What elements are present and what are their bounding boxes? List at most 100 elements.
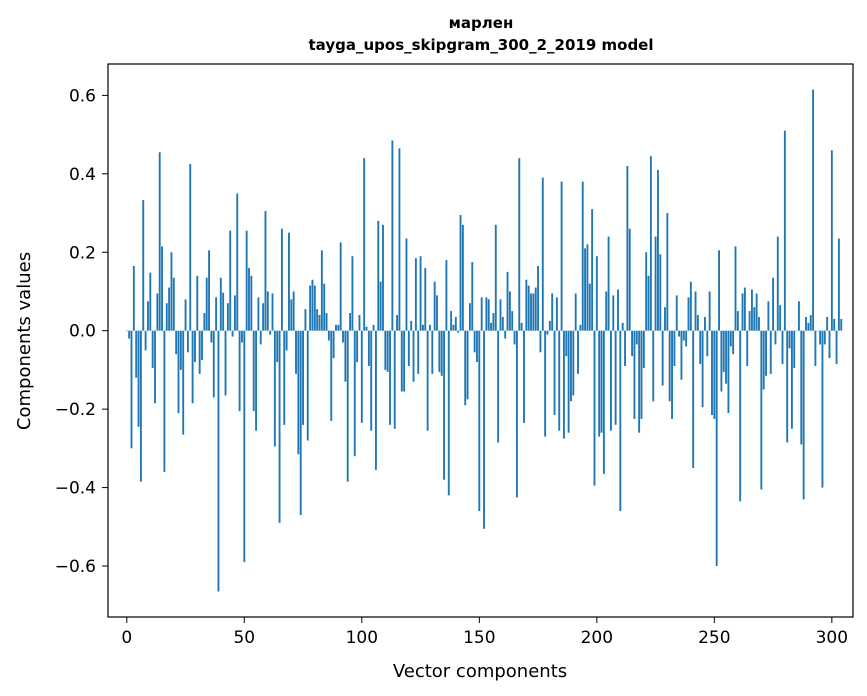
bar-120	[407, 330, 410, 366]
bar-47	[236, 193, 239, 331]
bar-278	[779, 305, 782, 331]
bar-15	[161, 246, 163, 331]
bar-171	[527, 285, 530, 331]
bar-248	[708, 291, 711, 331]
bar-83	[320, 250, 323, 331]
bar-241	[692, 330, 695, 468]
bar-195	[584, 248, 587, 331]
bar-242	[694, 291, 697, 331]
bar-52	[248, 267, 250, 331]
bar-136	[445, 260, 448, 331]
bar-133	[438, 330, 441, 372]
y-tick-label: 0.2	[69, 243, 96, 263]
bar-161	[504, 330, 507, 339]
y-tick-label: −0.4	[55, 479, 96, 499]
bar-164	[511, 311, 514, 331]
bar-155	[490, 322, 493, 331]
bar-106	[374, 330, 377, 470]
bar-116	[398, 148, 401, 331]
bar-157	[494, 224, 497, 331]
bar-257	[729, 330, 732, 347]
bar-88	[332, 330, 335, 359]
bar-264	[746, 330, 749, 366]
bar-12	[154, 330, 156, 404]
bar-9	[147, 301, 149, 331]
x-tick-label: 50	[233, 628, 255, 648]
bar-246	[704, 316, 706, 331]
bar-159	[499, 299, 502, 331]
bar-193	[579, 324, 582, 331]
bar-272	[765, 330, 767, 376]
bar-250	[713, 330, 716, 419]
bar-231	[668, 330, 671, 402]
bar-223	[649, 156, 652, 331]
bar-18	[168, 287, 171, 331]
bar-240	[689, 281, 692, 331]
bar-69	[288, 232, 290, 331]
bar-290	[807, 322, 810, 331]
bar-274	[769, 330, 772, 374]
bar-29	[194, 330, 196, 363]
bar-244	[699, 330, 702, 365]
bar-56	[257, 297, 260, 331]
bar-303	[837, 238, 840, 331]
bar-70	[290, 299, 293, 331]
bar-228	[661, 330, 664, 386]
bar-213	[626, 165, 629, 331]
bar-129	[429, 324, 431, 331]
chart-title: марлен	[449, 14, 514, 32]
bar-249	[711, 330, 713, 416]
bar-41	[222, 292, 225, 331]
bar-30	[196, 275, 199, 331]
bar-302	[835, 330, 838, 365]
bar-194	[581, 181, 584, 331]
bar-124	[417, 330, 420, 374]
bar-251	[715, 330, 718, 567]
bar-62	[271, 293, 274, 331]
bar-184	[558, 330, 561, 431]
bar-113	[391, 140, 394, 331]
bar-235	[678, 330, 681, 337]
bar-45	[231, 330, 234, 337]
bar-75	[302, 330, 304, 425]
bar-123	[414, 258, 417, 331]
bar-80	[313, 285, 316, 331]
bar-267	[753, 307, 756, 331]
bar-37	[212, 330, 215, 398]
bar-276	[774, 330, 777, 345]
bar-301	[833, 318, 836, 331]
bar-252	[718, 250, 720, 331]
bar-96	[351, 256, 354, 331]
bar-20	[172, 277, 175, 331]
bar-54	[252, 330, 255, 412]
bar-119	[405, 238, 408, 331]
bar-43	[226, 303, 229, 331]
bar-58	[262, 303, 265, 331]
bar-118	[403, 330, 406, 392]
x-axis-ticks: 0 50 100 150 200 250 300	[121, 617, 848, 648]
bar-176	[539, 330, 542, 353]
bar-33	[203, 313, 206, 331]
bar-110	[384, 330, 387, 370]
bar-92	[342, 330, 344, 343]
bar-13	[156, 293, 159, 331]
bar-284	[793, 330, 796, 368]
bar-158	[497, 330, 500, 443]
bar-82	[318, 315, 321, 331]
bar-35	[208, 250, 210, 331]
bar-65	[278, 330, 281, 523]
bar-16	[163, 330, 166, 472]
bar-270	[760, 330, 763, 490]
bar-297	[823, 330, 826, 345]
bar-205	[607, 236, 610, 331]
bar-201	[598, 330, 601, 437]
bar-125	[419, 256, 422, 331]
bar-259	[734, 246, 737, 331]
bar-17	[165, 303, 168, 331]
chart-subtitle: tayga_upos_skipgram_300_2_2019 model	[309, 36, 654, 54]
bar-220	[642, 330, 645, 368]
bar-144	[464, 330, 467, 406]
bar-247	[706, 330, 709, 357]
bar-200	[595, 256, 598, 331]
